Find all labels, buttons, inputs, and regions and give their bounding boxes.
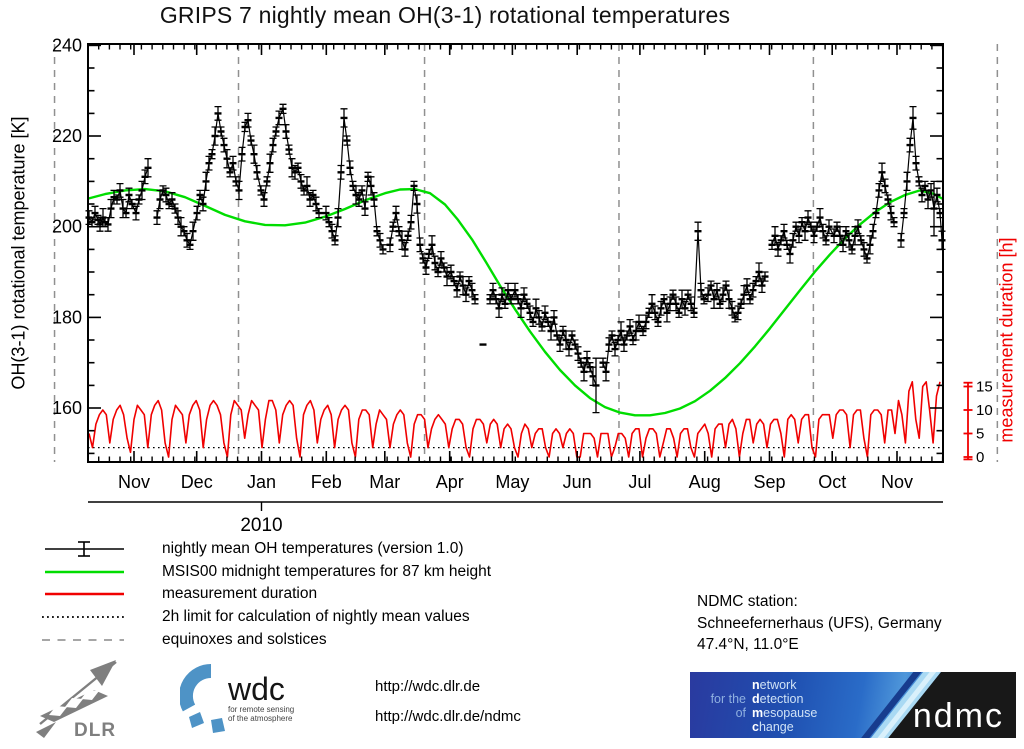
ndmc-logo-wordmark: ndmc	[912, 697, 1004, 735]
month-tick-label: Aug	[689, 472, 721, 492]
station-heading: NDMC station:	[697, 593, 798, 610]
wdc-logo: wdc for remote sensing of the atmosphere	[180, 663, 294, 733]
wdc-url: http://wdc.dlr.de	[375, 678, 481, 695]
month-tick-label: May	[495, 472, 529, 492]
legend-item-equinox: equinoxes and solstices	[40, 628, 491, 651]
oh-series-glyph	[45, 541, 124, 558]
month-tick-label: Jan	[247, 472, 276, 492]
y-tick-label: 160	[52, 398, 82, 418]
duration-tick-label: 0	[976, 449, 984, 466]
duration-tick-label: 15	[976, 379, 993, 396]
ndmc-caption-word: etection	[759, 692, 804, 706]
legend-label: measurement duration	[162, 585, 318, 603]
ndmc-caption-prefix: for the	[710, 692, 746, 706]
y-tick-label: 200	[52, 217, 82, 237]
dlr-logo-text: DLR	[74, 720, 116, 738]
ndmc-logo-caption: network for the detection of mesopause cha…	[700, 678, 818, 734]
legend-item-msis: MSIS00 midnight temperatures for 87 km h…	[40, 561, 491, 584]
dlr-logo: DLR	[36, 660, 117, 738]
station-name: Schneefernerhaus (UFS), Germany	[697, 614, 942, 632]
year-label: 2010	[240, 515, 282, 536]
month-tick-label: Mar	[369, 472, 400, 492]
ndmc-caption-word: esopause	[763, 706, 818, 720]
month-tick-label: Jul	[628, 472, 651, 492]
station-info: NDMC station: Schneefernerhaus (UFS), Ge…	[697, 591, 942, 656]
y-tick-label: 240	[52, 35, 82, 55]
ndmc-caption-initial: c	[752, 720, 759, 734]
month-tick-label: Nov	[881, 472, 913, 492]
page-title: GRIPS 7 nightly mean OH(3-1) rotational …	[159, 2, 731, 28]
ndmc-caption-prefix	[700, 720, 752, 734]
duration-tick-label: 5	[976, 426, 984, 443]
month-tick-label: Nov	[118, 472, 150, 492]
wdc-logo-text: wdc	[227, 671, 285, 707]
wdc-logo-subtitle-1: for remote sensing	[228, 705, 294, 714]
month-tick-label: Dec	[181, 472, 213, 492]
temperature-chart: 160 180 200 220 240 Nov Dec Jan Feb Mar Apr May Jun J…	[52, 35, 999, 536]
chart-legend: nightly mean OH temperatures (version 1.…	[40, 538, 491, 651]
legend-label: equinoxes and solstices	[162, 630, 327, 648]
footer-urls: http://wdc.dlr.de http://wdc.dlr.de/ndmc	[375, 678, 521, 738]
ndmc-caption-prefix: of	[735, 706, 746, 720]
legend-label: 2h limit for calculation of nightly mean…	[162, 608, 470, 626]
ndmc-caption-initial: d	[752, 692, 760, 706]
oh-temperature-errorbars	[85, 103, 946, 414]
month-tick-label: Oct	[818, 472, 846, 492]
ndmc-caption-prefix	[700, 678, 752, 692]
ndmc-url: http://wdc.dlr.de/ndmc	[375, 708, 521, 725]
legend-item-2h-limit: 2h limit for calculation of nightly mean…	[40, 606, 491, 629]
ndmc-logo: network for the detection of mesopause cha…	[690, 672, 1016, 738]
two-hour-limit-glyph	[42, 616, 124, 618]
y-tick-label: 220	[52, 126, 82, 146]
wdc-logo-subtitle-2: of the atmosphere	[228, 714, 293, 723]
month-tick-label: Jun	[563, 472, 592, 492]
ndmc-caption-word: hange	[758, 720, 794, 734]
equinox-line-glyph	[42, 638, 124, 641]
legend-label: nightly mean OH temperatures (version 1.…	[162, 540, 464, 558]
ndmc-caption-initial: n	[752, 678, 760, 692]
duration-tick-label: 10	[976, 402, 993, 419]
y-tick-label: 180	[52, 307, 82, 327]
oh-temperature-points	[85, 107, 946, 387]
msis-curve	[87, 187, 944, 417]
ndmc-caption-word: etwork	[759, 678, 797, 692]
legend-item-duration: measurement duration	[40, 583, 491, 606]
ndmc-caption-initial: m	[752, 706, 764, 720]
msis-curve-glyph	[45, 570, 124, 574]
month-tick-label: Feb	[311, 472, 342, 492]
month-tick-label: Sep	[753, 472, 785, 492]
station-coordinates: 47.4°N, 11.0°E	[697, 636, 799, 653]
measurement-duration-series	[88, 380, 941, 458]
month-tick-label: Apr	[436, 472, 464, 492]
legend-label: MSIS00 midnight temperatures for 87 km h…	[162, 562, 492, 580]
duration-series-glyph	[45, 593, 124, 596]
legend-item-oh: nightly mean OH temperatures (version 1.…	[40, 538, 491, 561]
